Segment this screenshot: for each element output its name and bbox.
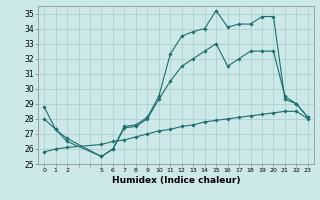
X-axis label: Humidex (Indice chaleur): Humidex (Indice chaleur) [112,176,240,185]
